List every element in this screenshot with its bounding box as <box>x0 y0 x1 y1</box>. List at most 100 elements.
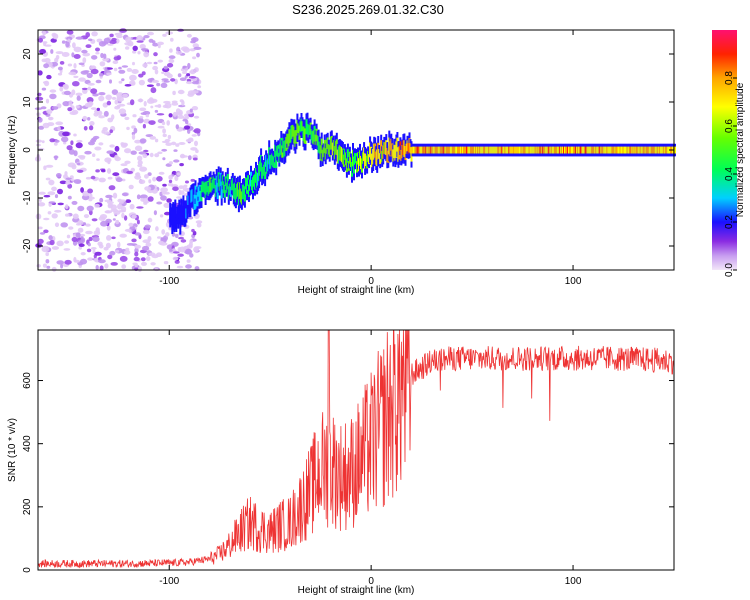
noise-speckle <box>47 211 52 215</box>
noise-speckle <box>61 40 66 44</box>
noise-speckle <box>82 190 90 197</box>
noise-speckle <box>118 108 127 115</box>
noise-speckle <box>48 235 53 241</box>
noise-speckle <box>62 141 67 145</box>
snr-series-line <box>37 329 675 569</box>
noise-speckle <box>83 214 90 219</box>
noise-speckle <box>98 216 106 221</box>
noise-speckle <box>117 203 123 210</box>
noise-speckle <box>79 233 86 237</box>
noise-speckle <box>77 162 81 166</box>
noise-speckle <box>121 192 129 197</box>
noise-speckle <box>134 145 143 152</box>
noise-speckle <box>161 78 169 81</box>
noise-speckle <box>60 222 68 228</box>
noise-speckle <box>98 244 104 249</box>
noise-speckle <box>168 161 173 165</box>
noise-speckle <box>103 53 107 59</box>
noise-speckle <box>121 65 129 68</box>
noise-speckle <box>88 38 93 42</box>
noise-speckle <box>158 240 165 245</box>
figure-title: S236.2025.269.01.32.C30 <box>292 2 444 17</box>
noise-speckle <box>107 43 114 46</box>
noise-speckle <box>88 141 95 146</box>
noise-speckle <box>125 199 132 204</box>
noise-speckle <box>82 115 88 121</box>
noise-speckle <box>37 70 43 76</box>
noise-speckle <box>42 41 48 44</box>
x-tick-label: -100 <box>159 576 179 587</box>
noise-speckle <box>190 178 196 182</box>
noise-speckle <box>104 67 108 73</box>
noise-speckle <box>137 117 144 124</box>
y-tick-label: 400 <box>22 435 33 452</box>
noise-speckle <box>105 242 111 249</box>
noise-speckle <box>168 58 175 64</box>
noise-speckle <box>157 44 161 49</box>
noise-speckle <box>151 79 159 83</box>
ridge-core <box>170 211 173 222</box>
noise-speckle <box>75 92 83 97</box>
ridge-core <box>434 146 437 154</box>
noise-speckle <box>92 249 96 254</box>
noise-speckle <box>64 204 69 210</box>
ridge-core <box>392 149 395 162</box>
noise-speckle <box>42 263 47 268</box>
noise-speckle <box>118 66 122 70</box>
noise-speckle <box>104 263 109 269</box>
noise-speckle <box>114 105 120 110</box>
noise-speckle <box>73 133 77 137</box>
noise-speckle <box>172 186 179 192</box>
noise-speckle <box>77 155 86 158</box>
noise-speckle <box>119 255 128 262</box>
noise-speckle <box>41 245 49 249</box>
noise-speckle <box>54 222 60 228</box>
ridge-core <box>339 146 342 161</box>
ridge-core <box>222 181 225 194</box>
noise-speckle <box>75 232 81 238</box>
noise-speckle <box>179 163 184 167</box>
noise-speckle <box>144 186 152 191</box>
noise-speckle <box>156 176 163 182</box>
noise-speckle <box>45 259 50 264</box>
noise-speckle <box>98 95 105 102</box>
noise-speckle <box>153 61 158 65</box>
noise-speckle <box>175 233 179 238</box>
noise-speckle <box>130 99 135 106</box>
noise-speckle <box>176 172 181 176</box>
spectrogram-y-label: Frequency (Hz) <box>7 116 18 185</box>
noise-speckle <box>168 179 173 184</box>
noise-speckle <box>83 70 90 73</box>
noise-speckle <box>112 172 120 177</box>
noise-speckle <box>60 263 64 269</box>
ridge-core <box>509 146 512 154</box>
noise-speckle <box>115 177 123 183</box>
noise-speckle <box>130 167 135 172</box>
noise-speckle <box>116 241 121 248</box>
noise-speckle <box>167 134 172 140</box>
noise-speckle <box>146 61 153 65</box>
noise-speckle <box>142 123 146 129</box>
noise-speckle <box>91 55 98 60</box>
noise-speckle <box>180 239 187 243</box>
noise-speckle <box>147 236 152 242</box>
noise-speckle <box>176 196 182 199</box>
noise-speckle <box>87 257 94 261</box>
noise-speckle <box>111 96 117 100</box>
noise-speckle <box>161 121 166 126</box>
noise-speckle <box>82 52 91 57</box>
noise-speckle <box>98 177 106 183</box>
ridge-core <box>201 181 204 193</box>
ridge-core <box>667 146 670 154</box>
noise-speckle <box>67 63 73 67</box>
noise-speckle <box>193 46 202 51</box>
noise-speckle <box>75 36 84 40</box>
noise-speckle <box>73 75 79 79</box>
noise-speckle <box>161 229 166 235</box>
noise-speckle <box>177 73 182 78</box>
noise-speckle <box>77 227 84 233</box>
noise-speckle <box>160 187 169 193</box>
noise-speckle <box>95 52 100 55</box>
noise-speckle <box>149 136 156 140</box>
